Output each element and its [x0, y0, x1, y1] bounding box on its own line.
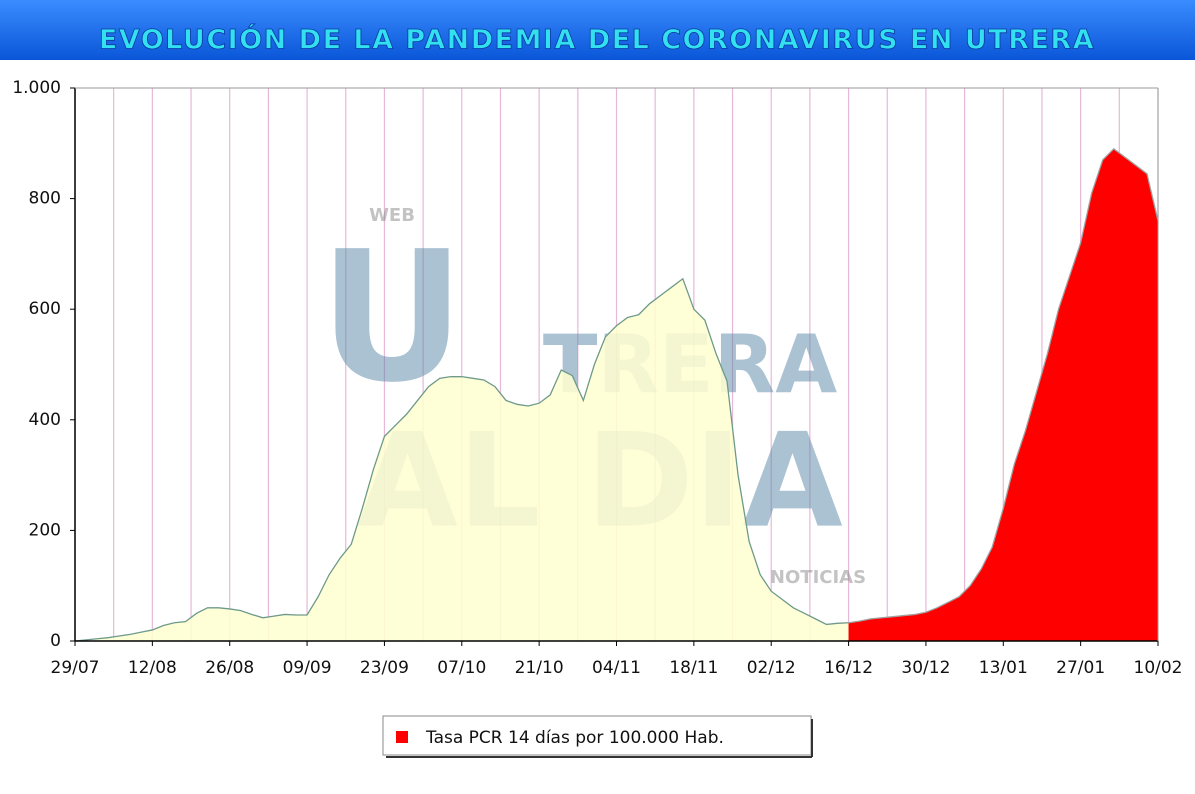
y-tick-label: 200: [29, 520, 61, 540]
title-band: [0, 0, 1195, 60]
x-tick-label: 10/02: [1134, 658, 1183, 678]
x-tick-label: 30/12: [901, 658, 950, 678]
area: [75, 278, 849, 641]
x-tick-label: 12/08: [128, 658, 177, 678]
area: [848, 148, 1158, 641]
legend-label: Tasa PCR 14 días por 100.000 Hab.: [425, 728, 724, 748]
x-tick-label: 13/01: [979, 658, 1028, 678]
x-tick-label: 16/12: [824, 658, 873, 678]
legend-swatch: [396, 731, 408, 743]
x-tick-label: 26/08: [205, 658, 254, 678]
line: [74, 277, 849, 642]
x-tick-label: 29/07: [51, 658, 100, 678]
x-tick-label: 23/09: [360, 658, 409, 678]
x-tick-label: 09/09: [283, 658, 332, 678]
y-tick-label: 800: [29, 189, 61, 209]
x-tick-label: 27/01: [1056, 658, 1105, 678]
y-tick-label: 1.000: [12, 78, 61, 98]
y-tick-label: 600: [29, 299, 61, 319]
y-tick-label: 400: [29, 410, 61, 430]
chart-title: EVOLUCIÓN DE LA PANDEMIA DEL CORONAVIRUS…: [99, 24, 1095, 56]
watermark-text: NOTICIAS: [770, 567, 866, 588]
x-tick-label: 07/10: [437, 658, 486, 678]
x-tick-label: 04/11: [592, 658, 641, 678]
line: [848, 147, 1159, 624]
legend: Tasa PCR 14 días por 100.000 Hab.: [382, 715, 813, 758]
y-tick-label: 0: [50, 631, 61, 651]
legend-box: [382, 715, 812, 756]
x-tick-label: 21/10: [515, 658, 564, 678]
watermark-text: WEB: [369, 205, 415, 226]
x-tick-label: 02/12: [747, 658, 796, 678]
x-tick-label: 18/11: [669, 658, 718, 678]
